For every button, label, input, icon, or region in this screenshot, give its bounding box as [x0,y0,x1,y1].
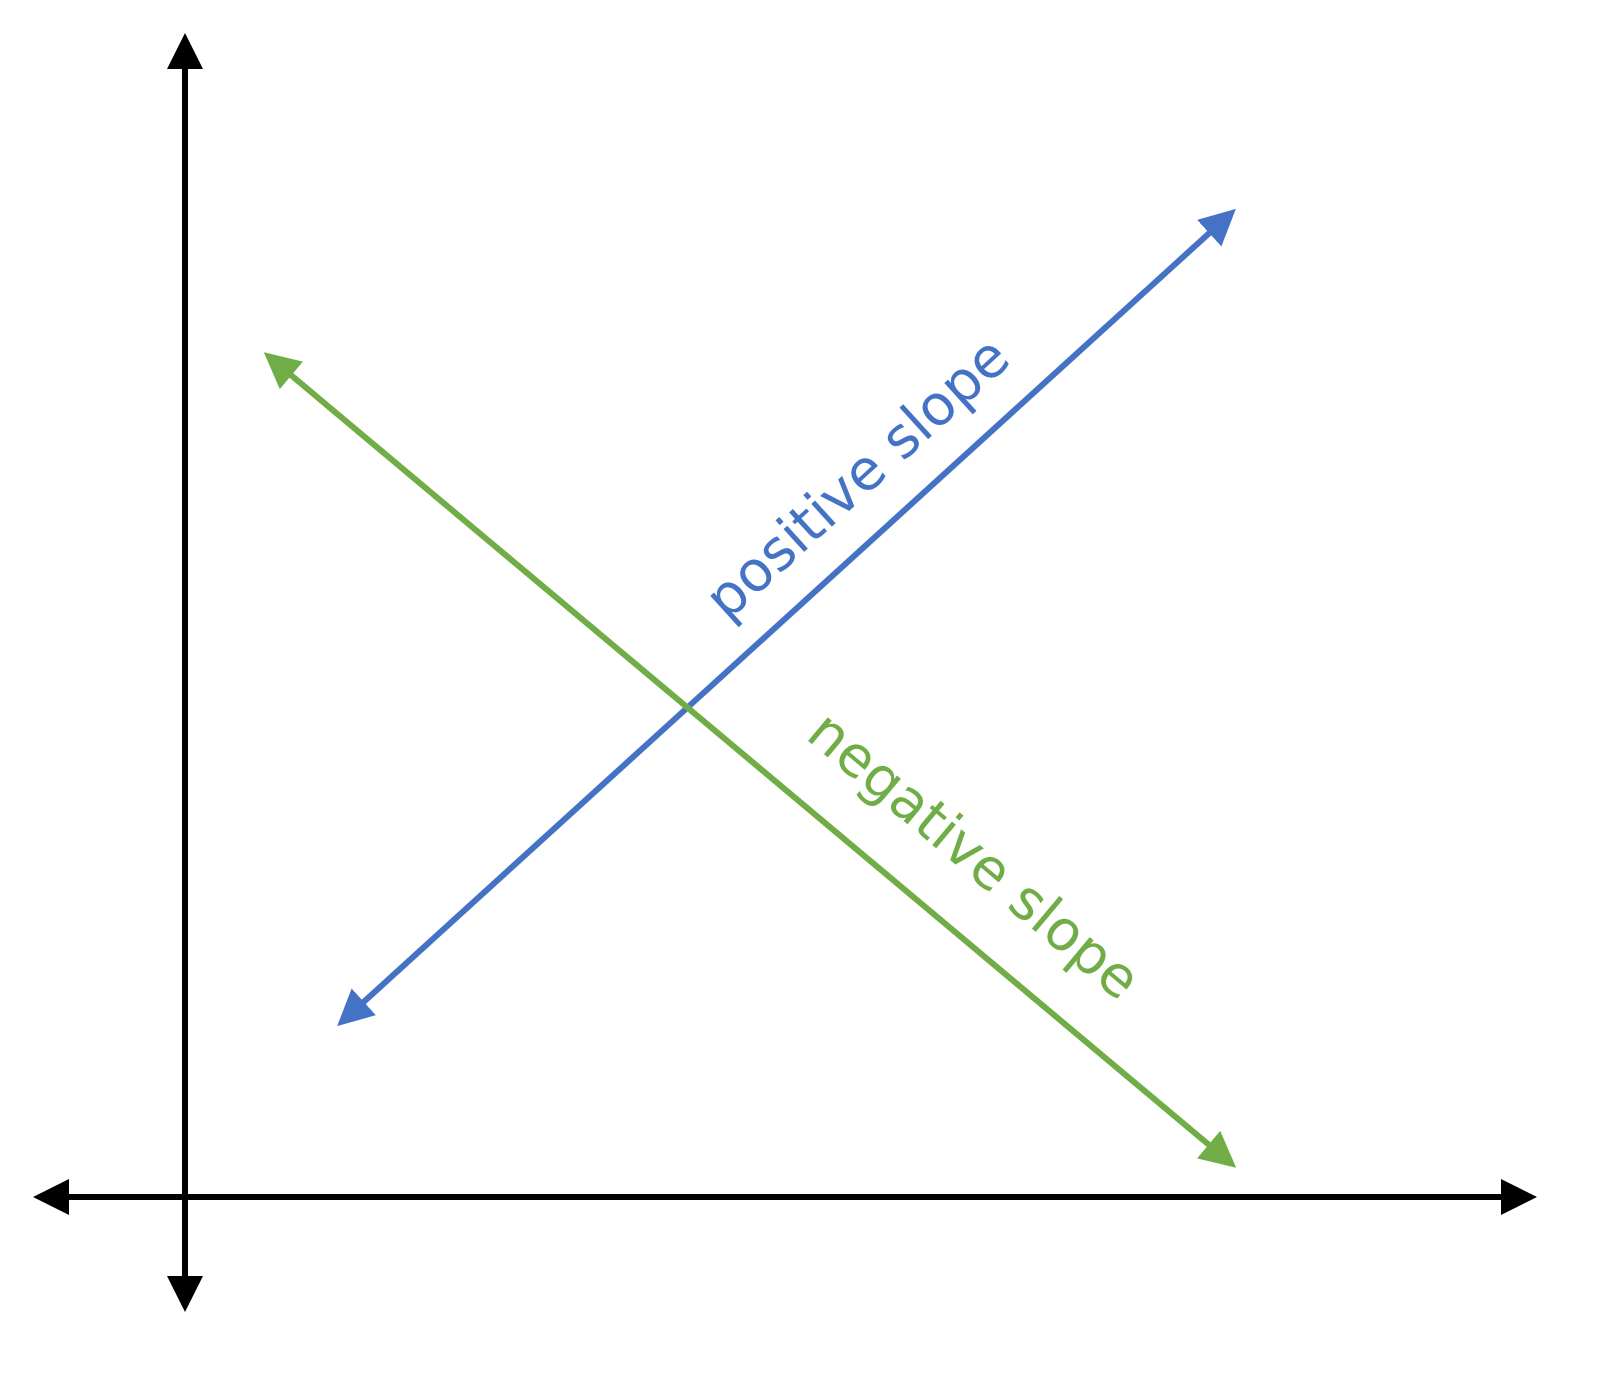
negative-slope-label: negative slope [795,699,1152,1013]
positive-slope-line [337,208,1236,1027]
positive-slope-label: positive slope [693,324,1023,632]
negative-slope-line [263,352,1237,1168]
